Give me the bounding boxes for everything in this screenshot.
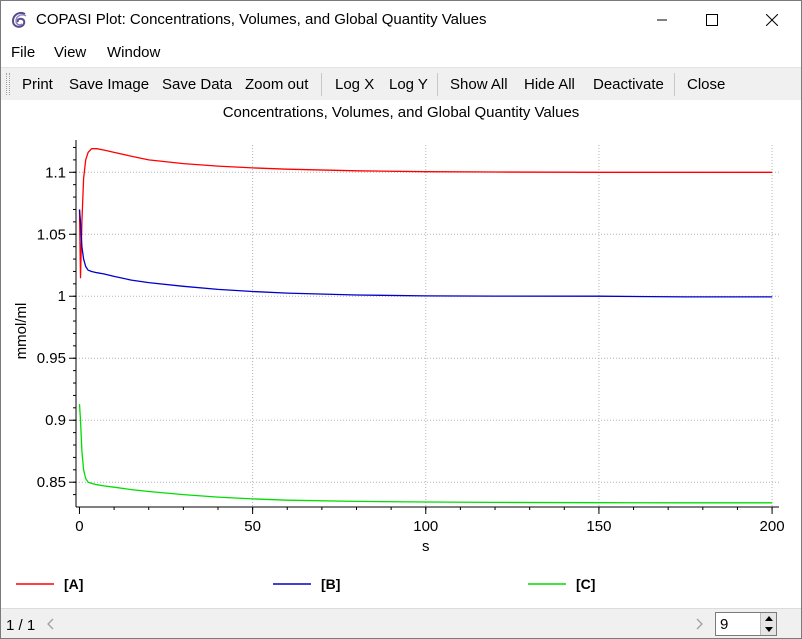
- page-spinbox[interactable]: 9: [715, 612, 777, 636]
- x-tick-label: 100: [413, 518, 438, 535]
- toolbar-separator: [437, 73, 438, 96]
- save-image-button[interactable]: Save Image: [69, 76, 150, 93]
- horizontal-scrollbar[interactable]: [44, 612, 706, 636]
- x-tick-label: 150: [586, 518, 611, 535]
- minimize-icon: [657, 19, 667, 21]
- series-line: [78, 404, 773, 504]
- y-tick-label: 0.9: [45, 412, 66, 429]
- y-axis-label: mmol/ml: [13, 303, 30, 360]
- page-indicator: 1 / 1: [6, 617, 36, 634]
- menu-window[interactable]: Window: [107, 44, 161, 61]
- chevron-down-icon: [764, 627, 773, 632]
- copasi-logo-icon: [11, 11, 27, 28]
- menu-file[interactable]: File: [11, 44, 36, 61]
- y-tick-label: 1.05: [37, 226, 66, 243]
- x-tick-label: 200: [760, 518, 785, 535]
- scroll-right-arrow-icon[interactable]: [694, 618, 704, 630]
- window-title: COPASI Plot: Concentrations, Volumes, an…: [36, 11, 487, 28]
- menu-view[interactable]: View: [54, 44, 87, 61]
- line-chart[interactable]: 0.85 0.9 0.95 1 1.05 1.1 0 50 100 150 200 s mmol/ml […: [1, 100, 801, 608]
- hide-all-button[interactable]: Hide All: [524, 76, 575, 93]
- print-button[interactable]: Print: [22, 76, 53, 93]
- maximize-icon: [706, 14, 718, 26]
- spin-up-button[interactable]: [760, 613, 776, 624]
- toolbar-grip[interactable]: [6, 73, 10, 95]
- close-icon: [766, 14, 778, 26]
- save-data-button[interactable]: Save Data: [162, 76, 233, 93]
- series-line: [78, 148, 773, 279]
- x-axis-label: s: [422, 538, 430, 555]
- x-tick-label: 50: [244, 518, 261, 535]
- log-x-button[interactable]: Log X: [335, 76, 375, 93]
- toolbar-separator: [674, 73, 675, 96]
- zoom-out-button[interactable]: Zoom out: [245, 76, 309, 93]
- menu-bar: File View Window: [1, 39, 801, 66]
- legend-label: [B]: [321, 576, 340, 592]
- y-tick-label: 0.85: [37, 474, 66, 491]
- y-tick-label: 0.95: [37, 350, 66, 367]
- x-tick-label: 0: [75, 518, 83, 535]
- log-y-button[interactable]: Log Y: [389, 76, 428, 93]
- spinbox-value[interactable]: 9: [720, 616, 729, 633]
- status-bar: 1 / 1 9: [1, 608, 801, 638]
- plot-toolbar: Print Save Image Save Data Zoom out Log …: [1, 67, 801, 100]
- minimize-button[interactable]: [639, 1, 685, 39]
- legend-label: [C]: [576, 576, 595, 592]
- scroll-left-arrow-icon[interactable]: [46, 618, 56, 630]
- show-all-button[interactable]: Show All: [450, 76, 508, 93]
- close-plot-button[interactable]: Close: [687, 76, 726, 93]
- plot-area: Concentrations, Volumes, and Global Quan…: [1, 100, 801, 608]
- chevron-up-icon: [764, 616, 773, 621]
- plot-title: Concentrations, Volumes, and Global Quan…: [222, 104, 580, 121]
- series-line: [78, 209, 773, 298]
- y-tick-label: 1.1: [45, 164, 66, 181]
- toolbar-separator: [321, 73, 322, 96]
- title-bar[interactable]: COPASI Plot: Concentrations, Volumes, an…: [1, 1, 801, 39]
- deactivate-button[interactable]: Deactivate: [593, 76, 664, 93]
- y-tick-label: 1: [58, 288, 66, 305]
- maximize-button[interactable]: [689, 1, 735, 39]
- legend-label: [A]: [64, 576, 83, 592]
- close-window-button[interactable]: [749, 1, 795, 39]
- spin-down-button[interactable]: [760, 624, 776, 635]
